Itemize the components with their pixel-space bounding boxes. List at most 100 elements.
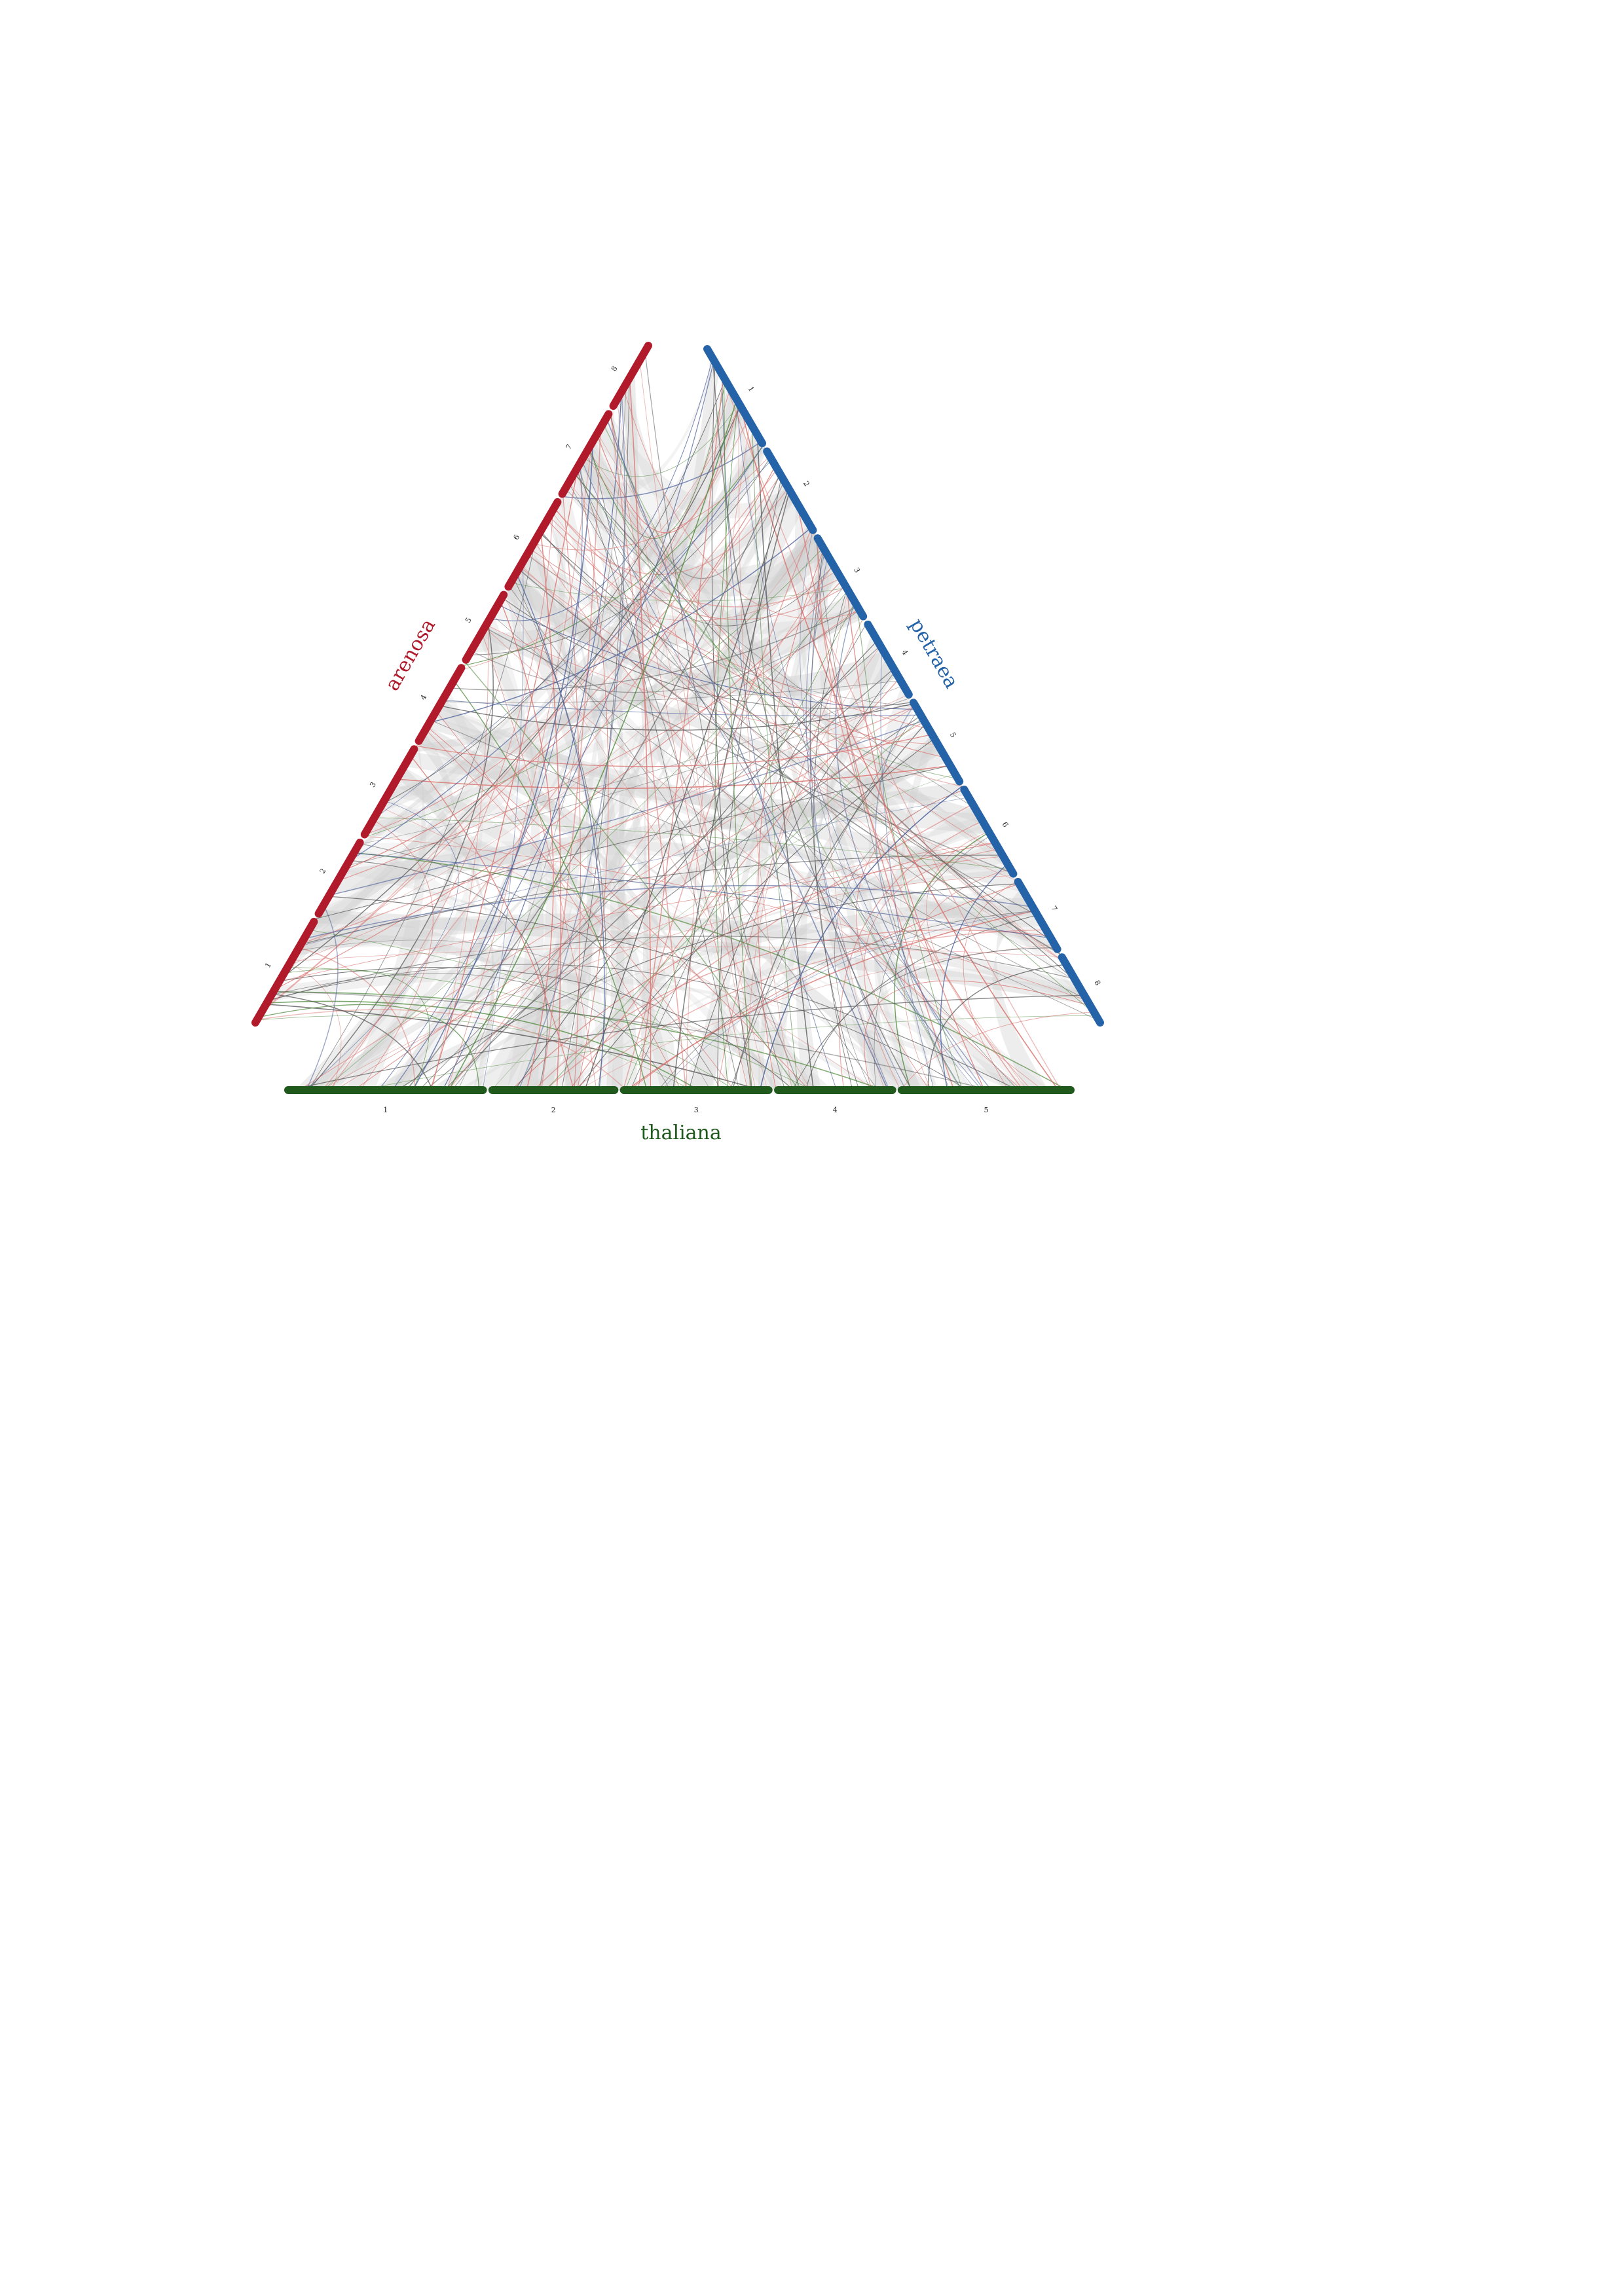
synteny-band (492, 591, 1051, 1090)
synteny-link (515, 572, 605, 1091)
synteny-band (313, 910, 1090, 1005)
chromosome-arenosa-5 (462, 591, 508, 664)
synteny-link (448, 564, 834, 1091)
synteny-link (553, 507, 841, 608)
chromosome-arenosa-6 (504, 498, 562, 591)
synteny-link (574, 472, 1096, 1015)
synteny-link (373, 459, 772, 820)
synteny-link (392, 360, 714, 1091)
synteny-link (289, 963, 342, 1091)
synteny-band (515, 553, 864, 634)
synteny-link (661, 911, 1035, 1091)
chromosome-label-arenosa-5: 5 (464, 616, 473, 625)
synteny-link (362, 547, 824, 839)
synteny-link (426, 726, 809, 1091)
synteny-band (369, 898, 1039, 1090)
synteny-link (511, 842, 996, 1091)
synteny-link (442, 392, 622, 1091)
synteny-link (846, 589, 985, 1091)
synteny-band (547, 514, 637, 1090)
synteny-link (261, 468, 778, 1011)
synteny-band (417, 726, 935, 1090)
synteny-link (597, 433, 1027, 1091)
synteny-link (449, 606, 858, 691)
synteny-bands (267, 355, 1090, 1091)
synteny-link (508, 585, 879, 1091)
synteny-link (530, 549, 929, 729)
synteny-link (590, 445, 740, 1091)
chromosome-label-arenosa-1: 1 (263, 961, 273, 970)
synteny-band (365, 814, 1037, 1090)
synteny-band (590, 442, 848, 593)
synteny-link (435, 710, 682, 1091)
synteny-band (478, 613, 561, 1090)
synteny-band (506, 576, 544, 1090)
synteny-link (354, 721, 925, 1091)
synteny-link (864, 980, 1091, 1091)
synteny-link (490, 358, 713, 621)
synteny-link (518, 392, 626, 1091)
synteny-link (500, 600, 554, 1091)
synteny-link (759, 786, 963, 1091)
chromosome-label-arenosa-6: 6 (511, 533, 521, 541)
synteny-link (752, 426, 799, 1091)
synteny-link (410, 755, 574, 1091)
synteny-band (507, 573, 899, 697)
synteny-link (835, 602, 992, 1091)
synteny-link (279, 967, 794, 1091)
chromosome-label-thaliana-3: 3 (694, 1106, 699, 1114)
synteny-link (297, 939, 711, 1091)
synteny-link (545, 717, 923, 1091)
chromosome-label-petraea-1: 1 (747, 385, 756, 393)
synteny-link (722, 374, 838, 1091)
synteny-band (519, 549, 1021, 1090)
chromosome-petraea-8 (1058, 953, 1104, 1027)
synteny-link (561, 378, 630, 1091)
chromosome-label-thaliana-2: 2 (551, 1106, 556, 1114)
synteny-link (301, 705, 916, 945)
genome-label-arenosa: arenosa (380, 615, 440, 695)
synteny-link (574, 929, 1046, 1091)
synteny-band (992, 887, 1049, 1090)
synteny-band (690, 548, 838, 1090)
synteny-link (729, 710, 919, 1091)
synteny-link (724, 377, 752, 1091)
synteny-link (418, 646, 881, 1091)
synteny-band (564, 474, 828, 585)
synteny-link (809, 555, 890, 1091)
synteny-link (284, 969, 430, 1091)
synteny-link (796, 503, 955, 1091)
synteny-link (574, 473, 1077, 982)
synteny-link (468, 457, 771, 655)
synteny-link (329, 509, 553, 1091)
chromosome-arenosa-8 (609, 342, 652, 410)
synteny-link (554, 507, 846, 620)
synteny-link (562, 493, 581, 1091)
synteny-link (827, 590, 885, 1091)
synteny-band (739, 551, 830, 1090)
chromosome-label-arenosa-8: 8 (610, 365, 619, 373)
synteny-link (491, 773, 955, 1091)
synteny-link (291, 946, 1062, 962)
synteny-link (322, 474, 781, 1091)
synteny-band (370, 797, 786, 1090)
synteny-link (299, 947, 416, 1091)
chromosome-label-petraea-4: 4 (900, 648, 910, 657)
chromosome-label-petraea-5: 5 (948, 731, 958, 739)
synteny-link (568, 483, 1019, 1091)
synteny-band (293, 913, 1088, 1001)
synteny-link (453, 680, 648, 1091)
synteny-band (611, 405, 625, 1090)
chromosome-label-arenosa-2: 2 (318, 867, 328, 875)
chromosome-label-thaliana-4: 4 (833, 1106, 838, 1114)
synteny-link (346, 697, 911, 867)
chromosome-label-thaliana-5: 5 (984, 1106, 988, 1114)
synteny-link (551, 511, 1065, 962)
chromosome-label-petraea-3: 3 (852, 566, 862, 575)
synteny-link (397, 883, 1020, 1091)
synteny-link (606, 418, 889, 1091)
synteny-link (380, 807, 876, 1091)
synteny-link (533, 929, 1050, 1091)
synteny-band (376, 551, 830, 815)
synteny-link (298, 532, 815, 949)
